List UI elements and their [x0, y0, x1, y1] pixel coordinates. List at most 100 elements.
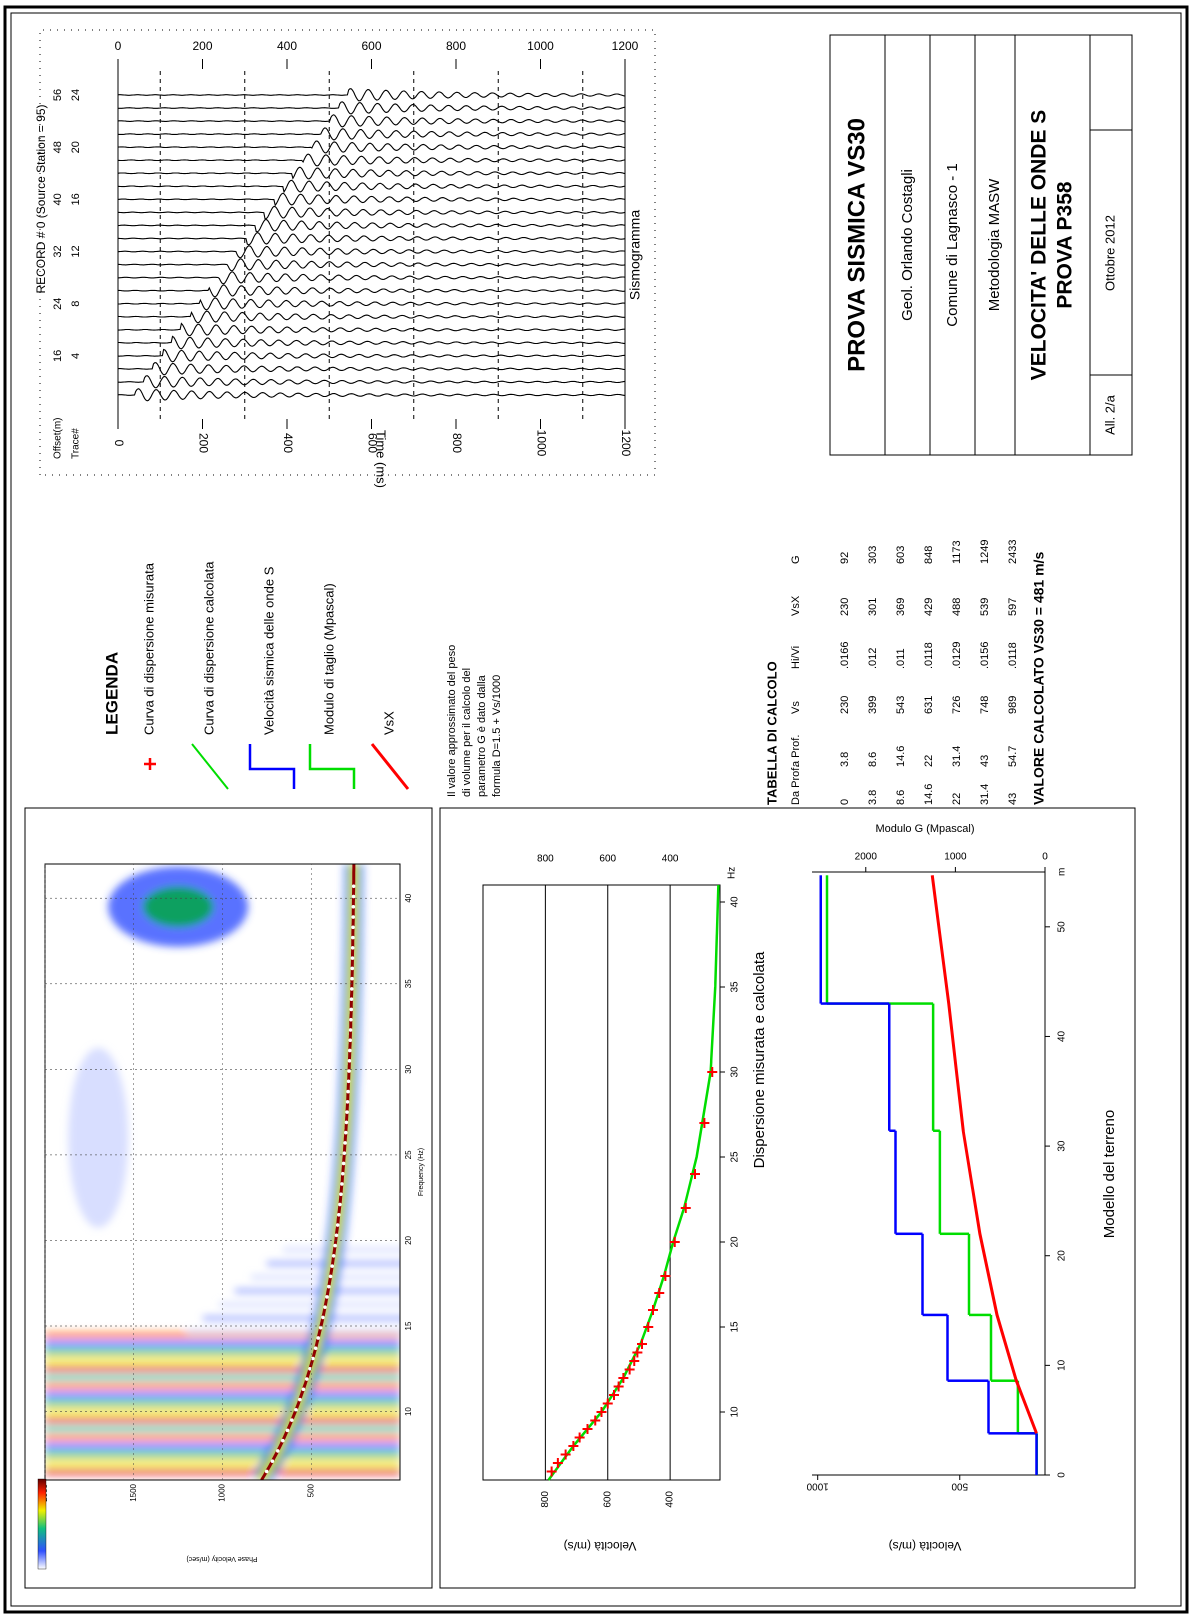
trace-label: 4 — [70, 353, 82, 359]
measured-point — [637, 1339, 648, 1349]
table-cell: 748 — [979, 696, 991, 714]
table-cell: 726 — [951, 696, 963, 714]
measured-point — [560, 1449, 571, 1460]
table-cell: 230 — [839, 598, 851, 616]
spectrum-pick — [340, 1171, 345, 1176]
offset-label: 16 — [52, 350, 64, 362]
y-tick-label: 800 — [540, 1491, 551, 1508]
table-cell: 543 — [895, 696, 907, 714]
measured-point — [613, 1381, 624, 1392]
spectrum-pick — [351, 904, 356, 909]
table-header: G — [790, 555, 802, 564]
spectrum-pick — [328, 1274, 333, 1279]
table-cell: 8.6 — [867, 752, 879, 767]
measured-point — [660, 1271, 671, 1281]
spectrum-pick — [308, 1366, 312, 1371]
measured-point — [647, 1305, 658, 1315]
table-cell: 92 — [839, 552, 851, 564]
measured-point — [632, 1347, 643, 1358]
spectrum-band — [282, 1247, 400, 1253]
spectrum-pick — [348, 1028, 353, 1032]
spectrum-pick — [285, 1428, 290, 1433]
table-header: a Prof. — [790, 735, 802, 767]
landscape-sheet: PROVA SISMICA VS30 Geol. Orlando Costagli… — [3, 5, 1189, 1614]
legend-title: LEGENDA — [102, 652, 121, 735]
spectrum-pick — [334, 1233, 339, 1238]
legend-note: parametro G è dato dalla — [476, 674, 488, 797]
trace-wiggle — [117, 166, 626, 180]
measured-point — [574, 1432, 585, 1443]
table-cell: 22 — [951, 793, 963, 805]
measured-point — [699, 1118, 710, 1128]
trace-label: 20 — [70, 141, 82, 153]
x-tick-label: 30 — [1057, 1140, 1068, 1152]
table-cell: 3.8 — [867, 790, 879, 805]
measured-point — [552, 1458, 563, 1468]
offset-axis-label: Offset(m) — [53, 418, 64, 459]
table-cell: .0129 — [951, 641, 963, 669]
time-tick-label: 400 — [281, 433, 295, 453]
x-tick-label: 10 — [1057, 1359, 1068, 1371]
spectrum-pick — [335, 1223, 340, 1227]
trace-label: 8 — [70, 301, 82, 307]
trace-wiggle — [117, 362, 626, 376]
time-tick-label: 1200 — [612, 39, 639, 53]
spectrum-pick — [290, 1418, 294, 1422]
time-tick-label: 400 — [277, 39, 297, 53]
spectrum-pick — [350, 966, 355, 971]
x-tick-label: 50 — [1057, 921, 1068, 933]
x-tick-label: 40 — [404, 893, 413, 902]
table-header: Vs — [790, 701, 802, 714]
chart-title: Dispersione misurata e calcolata — [751, 951, 768, 1168]
table-cell: 848 — [923, 546, 935, 564]
table-cell: .0118 — [1007, 642, 1019, 669]
spectrum-pick — [327, 1284, 331, 1289]
title-block-frame — [829, 34, 1133, 456]
table-cell: 14.6 — [923, 784, 935, 805]
spectrum-band — [187, 1329, 400, 1335]
y-axis-label: Velocità (m/s) — [889, 1539, 962, 1553]
trace-wiggle — [118, 335, 625, 350]
trace-wiggle — [117, 114, 626, 128]
trace-wiggle — [117, 388, 626, 402]
trace-wiggle — [118, 297, 626, 311]
table-cell: 488 — [951, 598, 963, 616]
table-cell: .012 — [867, 648, 879, 669]
legend-symbol — [308, 744, 356, 789]
table-cell: 1249 — [979, 540, 991, 564]
legend-symbol — [144, 758, 156, 770]
spectrum-pick — [298, 1397, 302, 1402]
x-tick-label: 40 — [730, 896, 741, 908]
y2-tick-label: 0 — [1042, 852, 1048, 863]
y-tick-label: 500 — [306, 1483, 315, 1497]
spectrum-pick — [347, 1058, 352, 1063]
record-label: RECORD # 0 (Source Station = 95) — [34, 104, 48, 293]
trace-wiggle — [117, 127, 626, 141]
y2-tick-label: 1000 — [944, 852, 967, 863]
table-cell: 0 — [839, 799, 851, 805]
spectrum-pick — [311, 1356, 315, 1361]
trace-wiggle — [118, 284, 626, 298]
table-header: Hi/Vi — [790, 646, 802, 669]
table-cell: 31.4 — [979, 784, 991, 805]
spectrum-pick — [304, 1377, 309, 1381]
trace-wiggle — [118, 101, 626, 115]
y-tick-label: 1500 — [129, 1483, 138, 1501]
table-cell: 539 — [979, 598, 991, 616]
spectrum-pick — [351, 915, 355, 919]
heading: PROVA P358 — [1054, 181, 1077, 309]
offset-label: 56 — [52, 89, 64, 101]
trace-wiggle — [117, 140, 626, 154]
table-cell: 989 — [1007, 696, 1019, 714]
spectrum-pick — [323, 1305, 327, 1309]
measured-point — [618, 1373, 629, 1383]
x-tick-label: 15 — [730, 1321, 741, 1333]
outer-border — [3, 5, 1189, 1614]
x-tick-label: 0 — [1057, 1472, 1068, 1478]
x-tick-label: 25 — [730, 1151, 741, 1163]
spectrum-pick — [313, 1346, 318, 1351]
x-tick-label: 20 — [730, 1236, 741, 1248]
time-tick-label: 600 — [365, 433, 379, 453]
measured-point — [643, 1322, 654, 1332]
spectrum-pick — [345, 1100, 350, 1104]
